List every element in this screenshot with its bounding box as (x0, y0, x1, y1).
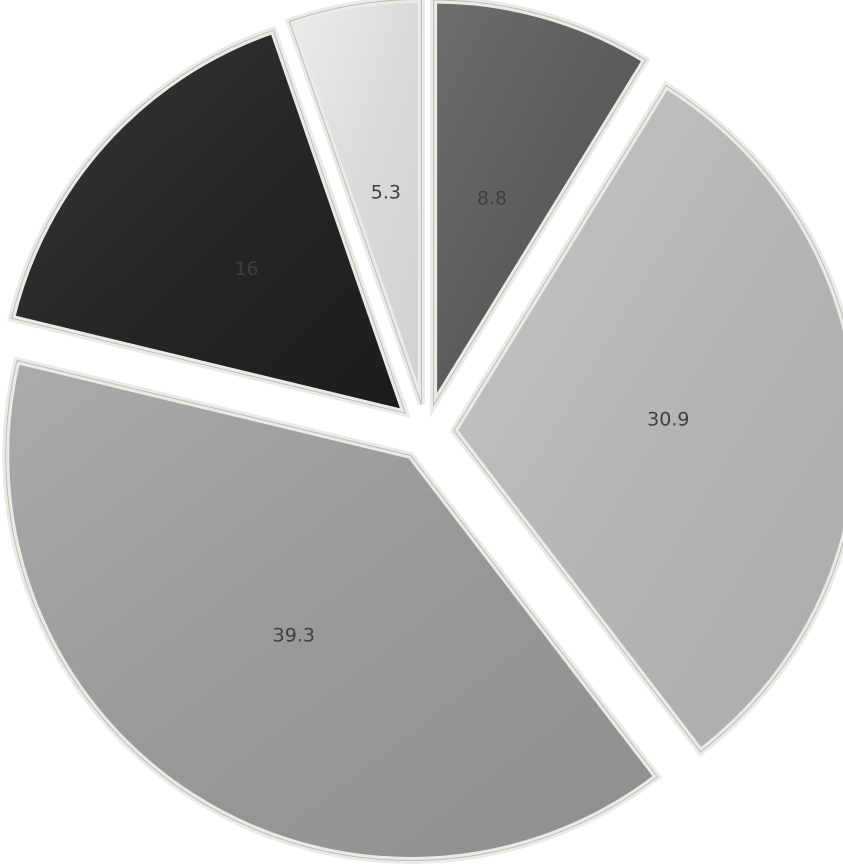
pie-slice-label: 30.9 (647, 408, 689, 430)
pie-slice-label: 5.3 (371, 182, 401, 204)
pie-slice-outline-30-9 (453, 84, 843, 753)
pie-slice-label: 16 (234, 258, 258, 280)
pie-labels: 8.8 30.9 39.3 16 5.3 (234, 182, 689, 647)
pie-slice-outline-8-8 (433, 0, 647, 407)
pie-slice-outline-5-3 (288, 0, 422, 405)
pie-slice-outline-16 (10, 29, 407, 414)
pie-slice-outline-39-3 (5, 359, 659, 861)
pie-slice-label: 8.8 (477, 188, 507, 210)
pie-slice-label: 39.3 (273, 624, 315, 646)
